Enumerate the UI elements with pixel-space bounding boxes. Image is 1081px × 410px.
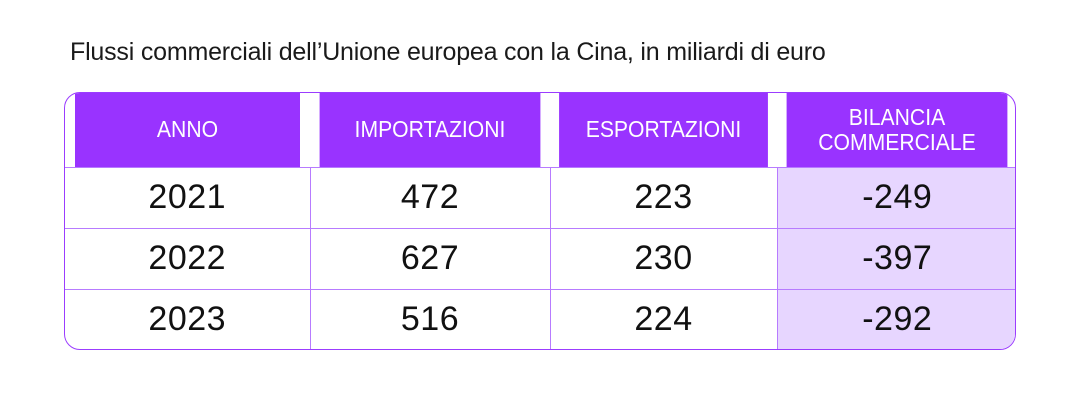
header-year: ANNO <box>74 93 301 167</box>
trade-table: ANNO IMPORTAZIONI ESPORTAZIONI BILANCIA … <box>64 92 1016 350</box>
header-imports: IMPORTAZIONI <box>319 93 541 167</box>
cell-year: 2023 <box>65 288 310 349</box>
table-row: 2022 627 230 -397 <box>65 227 1015 289</box>
table-row: 2021 472 223 -249 <box>65 166 1015 228</box>
cell-exports: 230 <box>549 227 777 289</box>
header-balance-line2: COMMERCIALE <box>818 128 976 155</box>
cell-exports: 224 <box>549 288 777 349</box>
cell-year: 2021 <box>65 166 310 228</box>
cell-balance: -292 <box>776 288 1015 349</box>
cell-exports: 223 <box>549 166 777 228</box>
cell-imports: 516 <box>309 288 550 349</box>
header-balance-line1: BILANCIA <box>848 103 946 130</box>
header-exports: ESPORTAZIONI <box>559 93 768 167</box>
cell-balance: -397 <box>776 227 1015 289</box>
cell-balance: -249 <box>776 166 1015 228</box>
cell-imports: 627 <box>309 227 550 289</box>
table-header-row: ANNO IMPORTAZIONI ESPORTAZIONI BILANCIA … <box>65 93 1015 167</box>
trade-table-grid: ANNO IMPORTAZIONI ESPORTAZIONI BILANCIA … <box>65 93 1015 349</box>
cell-year: 2022 <box>65 227 310 289</box>
cell-imports: 472 <box>309 166 550 228</box>
header-balance: BILANCIA COMMERCIALE <box>786 93 1008 167</box>
table-caption: Flussi commerciali dell’Unione europea c… <box>70 38 826 66</box>
table-row: 2023 516 224 -292 <box>65 288 1015 349</box>
